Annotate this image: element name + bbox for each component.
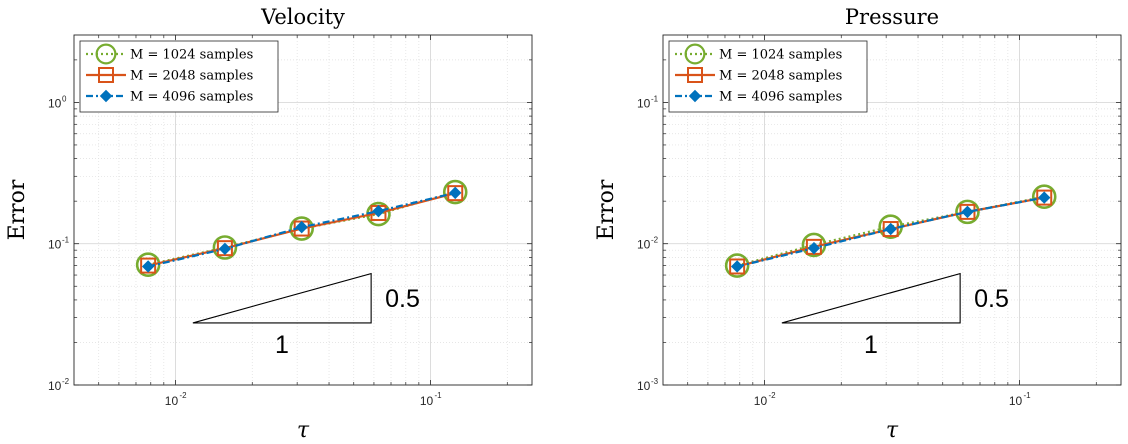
y-tick-exponent: 0: [62, 94, 67, 103]
circle-marker: [442, 179, 468, 205]
chart-title: Pressure: [845, 5, 939, 29]
x-tick-label: 10: [165, 394, 179, 408]
diamond-marker: [218, 242, 232, 256]
diamond-marker: [961, 205, 974, 219]
slope-rise-label: 0.5: [385, 285, 420, 313]
y-tick-exponent: -1: [651, 94, 659, 103]
y-tick-exponent: -2: [62, 377, 70, 386]
legend-entry: M = 1024 samples: [86, 43, 253, 65]
slope-triangle: [192, 272, 372, 324]
y-tick-exponent: -2: [651, 236, 659, 245]
x-tick-exponent: -2: [179, 391, 187, 400]
x-tick-label: 10: [1009, 394, 1023, 408]
legend-label: M = 2048 samples: [130, 69, 253, 84]
diamond-marker: [807, 241, 821, 255]
circle-marker: [95, 43, 117, 65]
legend-entry: M = 4096 samples: [86, 90, 253, 105]
x-tick-exponent: -2: [768, 391, 776, 400]
legend-entry: M = 2048 samples: [86, 67, 253, 84]
x-tick-label: 10: [754, 394, 768, 408]
diamond-marker: [730, 260, 744, 273]
legend-entry: M = 2048 samples: [675, 67, 842, 84]
circle-marker: [1031, 184, 1057, 210]
diamond-marker: [884, 222, 897, 236]
square-marker: [729, 258, 746, 275]
y-tick-exponent: -1: [62, 236, 70, 245]
diamond-marker: [688, 89, 702, 103]
slope-triangle: [781, 272, 961, 324]
y-tick-exponent: -3: [651, 377, 659, 386]
x-tick-exponent: -1: [435, 391, 443, 400]
axes-box: [662, 34, 1122, 386]
axes-box: [73, 34, 533, 386]
minor-grid: [663, 35, 1121, 385]
x-axis-label: τ: [297, 418, 310, 443]
square-marker: [216, 240, 233, 257]
legend: M = 1024 samples M = 2048 samples M = 4096…: [79, 40, 279, 113]
diamond-marker: [1038, 191, 1051, 204]
y-tick-label: 10: [637, 238, 651, 252]
square-marker: [959, 203, 976, 220]
legend-entry: M = 4096 samples: [675, 90, 842, 105]
diamond-marker: [295, 220, 308, 234]
legend-label: M = 4096 samples: [130, 90, 253, 105]
series-3: [141, 186, 462, 273]
square-marker: [882, 221, 899, 238]
x-axis-label: τ: [886, 418, 899, 443]
y-tick-label: 10: [48, 238, 62, 252]
circle-marker: [955, 199, 980, 225]
square-marker: [1036, 189, 1053, 206]
y-axis-label: Error: [594, 179, 619, 240]
slope-run-label: 1: [864, 331, 878, 359]
square-marker: [687, 67, 703, 83]
chart-title: Velocity: [260, 5, 345, 29]
y-axis-label: Error: [5, 179, 30, 240]
circle-marker: [684, 43, 706, 65]
series-3: [730, 191, 1051, 273]
circle-marker: [212, 235, 238, 260]
circle-marker: [724, 253, 750, 278]
slope-run-label: 1: [275, 331, 289, 359]
x-tick-label: 10: [420, 394, 434, 408]
square-marker: [98, 67, 114, 83]
pressure-plot: 10 -2 10 -110 -310 -210 -1PressureτError10.5M …: [594, 5, 1122, 443]
square-marker: [447, 185, 464, 202]
legend: M = 1024 samples M = 2048 samples M = 4096…: [668, 40, 868, 113]
y-tick-label: 10: [48, 379, 62, 393]
y-tick-label: 10: [48, 96, 62, 110]
legend-label: M = 1024 samples: [719, 48, 842, 63]
slope-rise-label: 0.5: [974, 285, 1009, 313]
y-tick-label: 10: [637, 96, 651, 110]
legend-entry: M = 1024 samples: [675, 43, 842, 65]
circle-marker: [289, 216, 314, 241]
diamond-marker: [449, 186, 462, 200]
diamond-marker: [372, 204, 385, 218]
legend-label: M = 4096 samples: [719, 90, 842, 105]
y-tick-label: 10: [637, 379, 651, 393]
diamond-marker: [141, 260, 155, 273]
series-1: [724, 184, 1057, 278]
x-tick-exponent: -1: [1024, 391, 1032, 400]
legend-label: M = 1024 samples: [130, 48, 253, 63]
legend-label: M = 2048 samples: [719, 69, 842, 84]
diamond-marker: [99, 89, 113, 103]
